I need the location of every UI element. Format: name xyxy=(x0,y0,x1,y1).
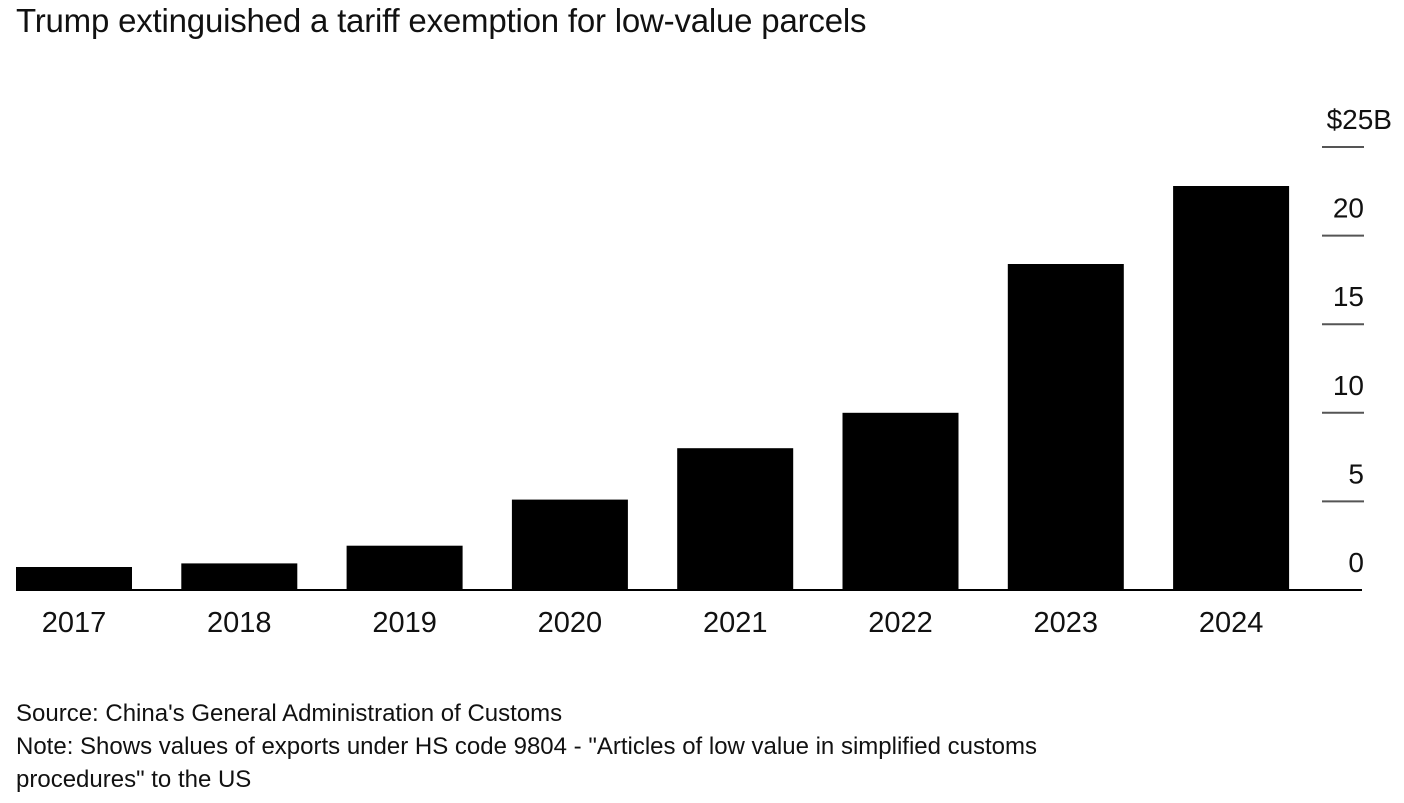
x-tick-label-2023: 2023 xyxy=(1034,607,1099,639)
note-text-line2: procedures" to the US xyxy=(16,766,252,793)
chart-title: Trump extinguished a tariff exemption fo… xyxy=(16,2,867,39)
y-tick-label-0: 0 xyxy=(1348,547,1364,578)
x-tick-label-2021: 2021 xyxy=(703,607,768,639)
bar-2018 xyxy=(181,563,298,590)
x-tick-label-2017: 2017 xyxy=(42,607,107,639)
bar-2019 xyxy=(346,545,463,590)
chart-notes: Source: China's General Administration o… xyxy=(16,697,1316,796)
bar-2023 xyxy=(1007,264,1124,590)
bars-group xyxy=(16,186,1290,590)
y-tick-label-10: 10 xyxy=(1333,370,1364,401)
x-tick-label-2018: 2018 xyxy=(207,607,272,639)
bar-2022 xyxy=(842,412,959,590)
x-tick-label-2022: 2022 xyxy=(868,607,933,639)
y-axis: 0 5 10 15 20 $25B xyxy=(1322,104,1392,578)
bar-2017 xyxy=(16,567,132,590)
y-tick-label-15: 15 xyxy=(1333,281,1364,312)
x-axis: 2017 2018 2019 2020 2021 2022 2023 2024 xyxy=(42,607,1264,639)
y-tick-label-5: 5 xyxy=(1348,458,1364,489)
x-tick-label-2020: 2020 xyxy=(538,607,603,639)
x-tick-label-2019: 2019 xyxy=(372,607,437,639)
note-text-line1: Note: Shows values of exports under HS c… xyxy=(16,733,1037,760)
y-tick-label-25: $25B xyxy=(1327,104,1392,135)
bar-2024 xyxy=(1173,186,1290,590)
bar-chart: 0 5 10 15 20 $25B 2017 2018 2019 2020 2021 2022 202… xyxy=(16,104,1392,639)
bar-2021 xyxy=(677,448,794,590)
x-tick-label-2024: 2024 xyxy=(1199,607,1264,639)
y-tick-label-20: 20 xyxy=(1333,193,1364,224)
source-text: Source: China's General Administration o… xyxy=(16,700,563,727)
bar-2020 xyxy=(511,499,628,590)
